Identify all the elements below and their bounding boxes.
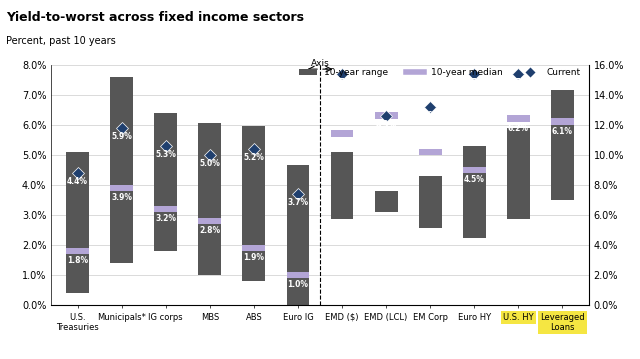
- Legend: 10-year range, 10-year median, Current: 10-year range, 10-year median, Current: [295, 64, 584, 80]
- Text: 5.0%: 5.0%: [200, 159, 220, 168]
- Bar: [243, 126, 266, 281]
- Text: 6.3%: 6.3%: [376, 121, 397, 130]
- Text: 4.4%: 4.4%: [67, 177, 88, 186]
- Text: 5.1%: 5.1%: [420, 157, 440, 165]
- Text: 7.7%: 7.7%: [508, 78, 529, 87]
- Text: 3.2%: 3.2%: [156, 214, 176, 223]
- Bar: [66, 152, 89, 293]
- Bar: [463, 167, 486, 173]
- Bar: [243, 245, 266, 251]
- Text: Axis: Axis: [310, 59, 330, 67]
- Text: 1.0%: 1.0%: [287, 280, 308, 289]
- Bar: [331, 130, 353, 137]
- Text: 5.3%: 5.3%: [156, 150, 176, 159]
- Bar: [154, 113, 177, 251]
- Text: 1.9%: 1.9%: [243, 253, 264, 262]
- Text: Yield-to-worst across fixed income sectors: Yield-to-worst across fixed income secto…: [6, 11, 305, 24]
- Text: 3.7%: 3.7%: [287, 199, 308, 208]
- Text: 5.7%: 5.7%: [332, 139, 353, 148]
- Text: 6.1%: 6.1%: [552, 127, 573, 136]
- Bar: [198, 123, 221, 275]
- Text: Percent, past 10 years: Percent, past 10 years: [6, 36, 116, 46]
- Text: 6.6%: 6.6%: [420, 111, 441, 120]
- Bar: [374, 191, 397, 212]
- Bar: [110, 185, 133, 191]
- Bar: [110, 77, 133, 263]
- Text: 4.5%: 4.5%: [464, 175, 484, 184]
- Bar: [287, 272, 309, 278]
- Text: 10.3%: 10.3%: [549, 0, 575, 9]
- Bar: [198, 218, 221, 224]
- Bar: [551, 90, 574, 200]
- Text: 7.7%: 7.7%: [463, 78, 485, 87]
- Bar: [287, 165, 309, 305]
- Bar: [551, 118, 574, 125]
- Bar: [419, 149, 442, 155]
- Bar: [374, 112, 397, 119]
- Text: 3.9%: 3.9%: [111, 193, 132, 202]
- Text: 5.2%: 5.2%: [243, 153, 264, 162]
- Text: 7.7%: 7.7%: [332, 78, 353, 87]
- Text: 6.2%: 6.2%: [508, 123, 529, 132]
- Text: 6.3%: 6.3%: [376, 120, 397, 129]
- Bar: [507, 128, 530, 219]
- Bar: [331, 152, 353, 219]
- Bar: [507, 116, 530, 122]
- Text: 1.8%: 1.8%: [67, 256, 88, 265]
- Bar: [154, 206, 177, 212]
- Text: 2.8%: 2.8%: [199, 226, 220, 235]
- Bar: [66, 248, 89, 254]
- Text: 5.9%: 5.9%: [111, 132, 132, 141]
- Bar: [419, 176, 442, 228]
- Bar: [463, 146, 486, 238]
